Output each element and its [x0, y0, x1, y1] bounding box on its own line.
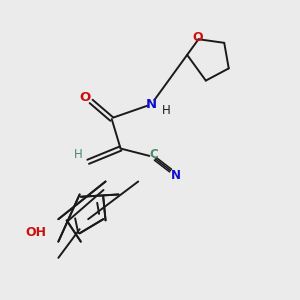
Text: C: C — [149, 148, 158, 161]
Text: N: N — [171, 169, 181, 182]
Text: OH: OH — [25, 226, 46, 239]
Text: O: O — [80, 92, 91, 104]
Text: H: H — [74, 148, 82, 161]
Text: N: N — [146, 98, 157, 111]
Text: O: O — [193, 31, 203, 44]
Text: H: H — [162, 104, 171, 117]
